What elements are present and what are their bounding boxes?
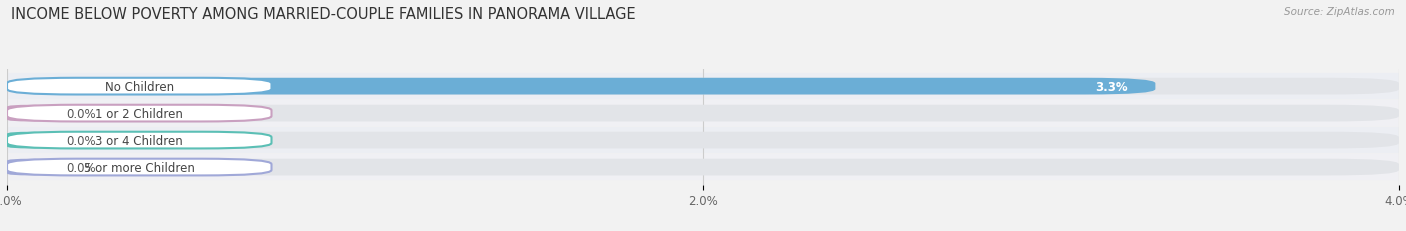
FancyBboxPatch shape — [7, 132, 271, 149]
FancyBboxPatch shape — [7, 132, 1399, 149]
Text: 3.3%: 3.3% — [1095, 80, 1128, 93]
Text: 1 or 2 Children: 1 or 2 Children — [96, 107, 183, 120]
FancyBboxPatch shape — [7, 159, 271, 176]
FancyBboxPatch shape — [7, 74, 1399, 100]
Text: 5 or more Children: 5 or more Children — [84, 161, 194, 174]
FancyBboxPatch shape — [7, 159, 49, 176]
FancyBboxPatch shape — [7, 154, 1399, 180]
Text: 0.0%: 0.0% — [66, 107, 96, 120]
Text: 0.0%: 0.0% — [66, 134, 96, 147]
FancyBboxPatch shape — [7, 105, 49, 122]
Text: 0.0%: 0.0% — [66, 161, 96, 174]
FancyBboxPatch shape — [7, 79, 1156, 95]
FancyBboxPatch shape — [7, 105, 1399, 122]
FancyBboxPatch shape — [7, 79, 271, 95]
Text: Source: ZipAtlas.com: Source: ZipAtlas.com — [1284, 7, 1395, 17]
FancyBboxPatch shape — [7, 132, 49, 149]
Text: No Children: No Children — [104, 80, 174, 93]
FancyBboxPatch shape — [7, 105, 271, 122]
FancyBboxPatch shape — [7, 127, 1399, 154]
FancyBboxPatch shape — [7, 100, 1399, 127]
Text: 3 or 4 Children: 3 or 4 Children — [96, 134, 183, 147]
FancyBboxPatch shape — [7, 79, 1399, 95]
Text: INCOME BELOW POVERTY AMONG MARRIED-COUPLE FAMILIES IN PANORAMA VILLAGE: INCOME BELOW POVERTY AMONG MARRIED-COUPL… — [11, 7, 636, 22]
FancyBboxPatch shape — [7, 159, 1399, 176]
